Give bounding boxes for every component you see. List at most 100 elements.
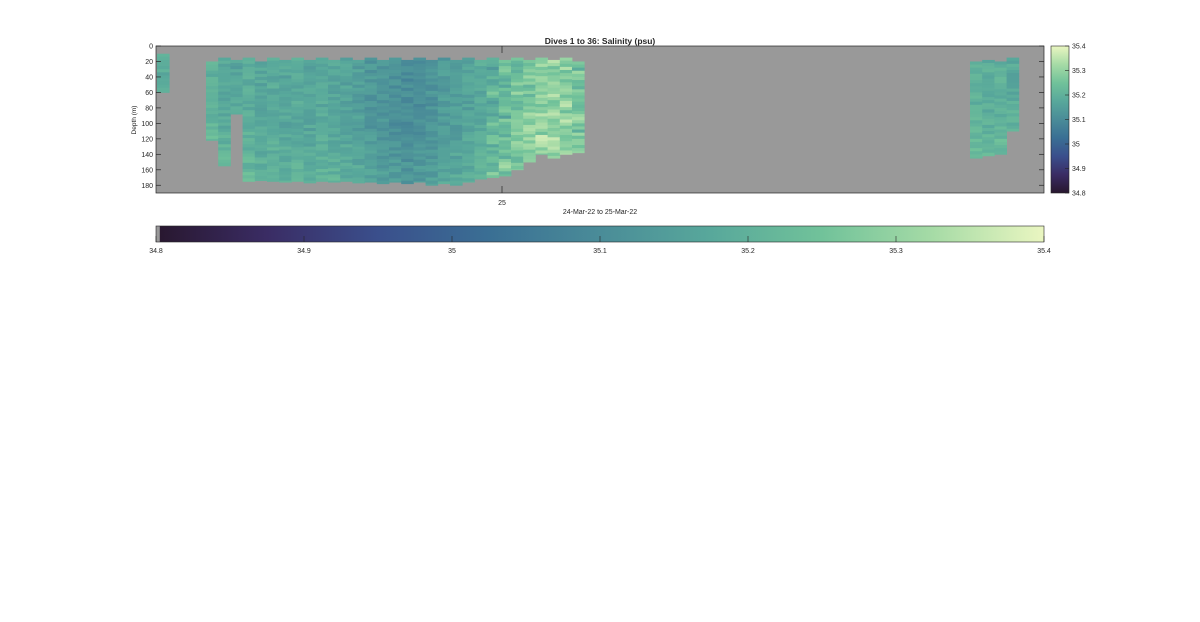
salinity-cell	[474, 140, 487, 144]
salinity-cell	[462, 165, 475, 170]
salinity-cell	[982, 84, 995, 89]
salinity-cell	[242, 162, 256, 167]
salinity-cell	[267, 178, 280, 182]
salinity-cell	[450, 131, 463, 135]
salinity-cell	[267, 94, 280, 99]
salinity-cell	[559, 144, 573, 148]
salinity-cell	[328, 134, 341, 138]
salinity-cell	[498, 97, 512, 101]
salinity-cell	[559, 138, 573, 142]
salinity-cell	[364, 79, 378, 83]
salinity-cell	[462, 110, 475, 114]
salinity-cell	[267, 134, 280, 139]
salinity-cell	[401, 63, 414, 67]
dive-column	[425, 59, 439, 186]
y-axis-ticks: 0 20 40 60 80 100 120 140 160 180	[141, 44, 1044, 190]
salinity-cell	[242, 175, 256, 179]
salinity-cell	[511, 144, 524, 148]
salinity-cell	[511, 85, 524, 89]
salinity-cell	[572, 132, 585, 137]
salinity-cell	[523, 158, 536, 163]
salinity-cell	[547, 66, 561, 70]
salinity-cell	[303, 90, 317, 95]
salinity-cell	[982, 90, 995, 95]
salinity-cell	[401, 149, 414, 154]
bottom-colorbar-tick-label: 35.1	[593, 248, 607, 255]
salinity-cell	[267, 100, 280, 105]
salinity-cell	[535, 85, 548, 89]
salinity-cell	[206, 64, 219, 69]
dive-column	[340, 57, 353, 182]
salinity-cell	[437, 69, 451, 74]
salinity-cell	[389, 144, 402, 148]
salinity-cell	[230, 112, 243, 115]
salinity-cell	[425, 146, 439, 151]
salinity-cell	[572, 126, 585, 130]
salinity-cell	[486, 162, 500, 167]
salinity-cell	[279, 143, 292, 147]
salinity-cell	[474, 155, 487, 160]
salinity-cell	[498, 78, 512, 82]
salinity-cell	[547, 152, 561, 157]
salinity-cell	[450, 63, 463, 67]
salinity-cell	[340, 73, 353, 77]
salinity-cell	[486, 169, 500, 173]
salinity-cell	[340, 172, 353, 176]
salinity-cell	[547, 97, 561, 101]
salinity-cell	[511, 107, 524, 111]
salinity-cell	[242, 147, 256, 151]
salinity-cell	[254, 95, 268, 100]
salinity-cell	[206, 132, 219, 137]
salinity-cell	[376, 118, 390, 123]
salinity-cell	[315, 79, 329, 83]
salinity-cell	[559, 122, 573, 127]
salinity-cell	[279, 106, 292, 110]
salinity-cell	[425, 78, 439, 82]
salinity-cell	[315, 131, 329, 136]
salinity-cell	[970, 73, 983, 78]
salinity-cell	[547, 115, 561, 120]
salinity-cell	[425, 103, 439, 107]
salinity-cell	[352, 106, 365, 110]
salinity-cell	[218, 159, 231, 164]
salinity-cell	[401, 75, 414, 79]
salinity-cell	[267, 110, 280, 114]
salinity-cell	[994, 86, 1007, 90]
salinity-cell	[242, 125, 256, 130]
salinity-cell	[437, 178, 451, 182]
salinity-cell	[328, 93, 341, 98]
y-tick-label: 100	[141, 121, 153, 128]
salinity-cell	[291, 162, 304, 167]
salinity-cell	[218, 79, 231, 83]
salinity-cell	[218, 156, 231, 161]
salinity-cell	[994, 148, 1007, 152]
salinity-cell	[242, 82, 256, 86]
salinity-cell	[279, 97, 292, 101]
salinity-cell	[450, 137, 463, 141]
salinity-cell	[498, 121, 512, 126]
salinity-cell	[994, 114, 1007, 118]
salinity-cell	[364, 76, 378, 80]
salinity-cell	[523, 90, 536, 95]
salinity-cell	[413, 181, 426, 183]
salinity-cell	[303, 143, 317, 147]
salinity-cell	[352, 109, 365, 113]
salinity-cell	[450, 174, 463, 178]
salinity-cell	[474, 78, 487, 82]
salinity-cell	[352, 140, 365, 144]
salinity-cell	[340, 94, 353, 99]
salinity-cell	[364, 175, 378, 179]
salinity-cell	[218, 144, 231, 148]
salinity-cell	[254, 160, 268, 164]
salinity-cell	[340, 79, 353, 83]
salinity-cell	[572, 107, 585, 112]
salinity-cell	[230, 87, 243, 92]
salinity-cell	[474, 131, 487, 135]
salinity-cell	[474, 93, 487, 98]
bottom-colorbar-tick-label: 35.3	[889, 248, 903, 255]
salinity-cell	[279, 162, 292, 166]
salinity-cell	[340, 125, 353, 130]
salinity-cell	[291, 110, 304, 114]
salinity-cell	[474, 137, 487, 141]
salinity-cell	[157, 66, 170, 70]
